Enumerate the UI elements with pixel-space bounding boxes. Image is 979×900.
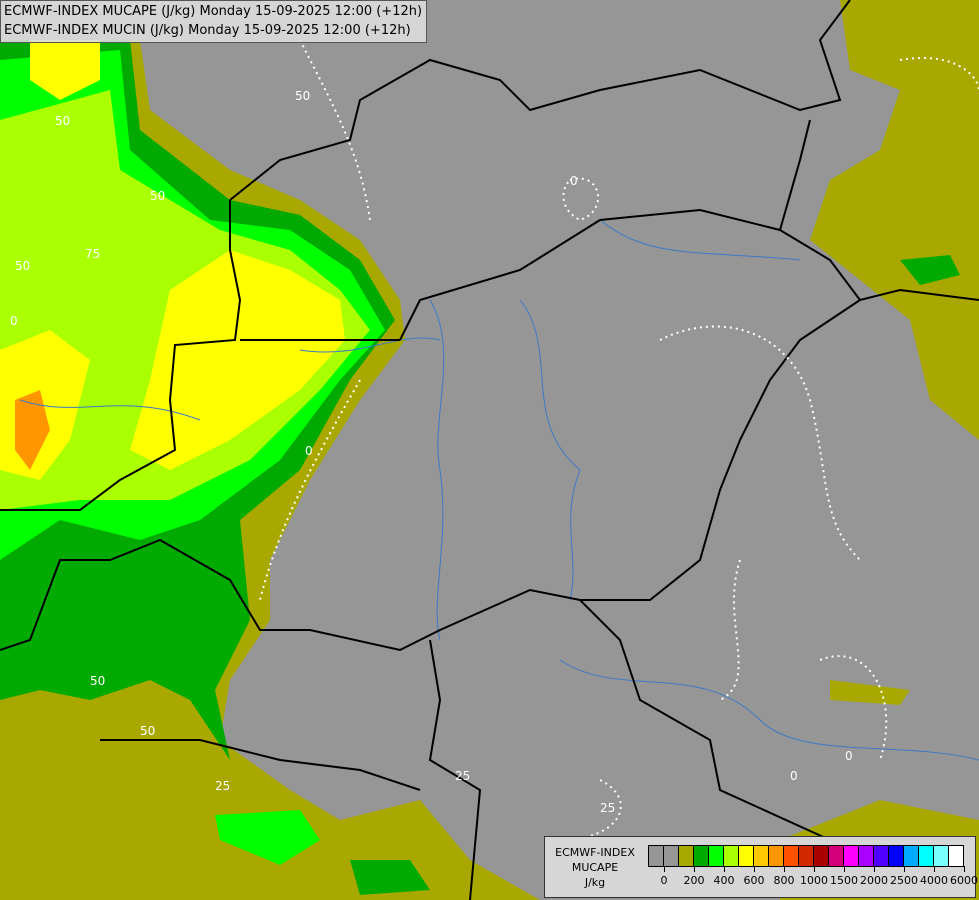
legend-tick-label: 1500 <box>830 874 858 887</box>
cape-yellow-north <box>30 40 100 100</box>
legend-swatch <box>679 846 694 866</box>
legend-tick-label: 400 <box>713 874 735 887</box>
color-legend: ECMWF-INDEX MUCAPE J/kg 0 200 400 600 800 100… <box>544 836 978 898</box>
legend-swatch <box>739 846 754 866</box>
contour-label: 50 <box>140 724 155 738</box>
legend-tick-label: 2000 <box>860 874 888 887</box>
cape-olive-ne <box>810 0 979 440</box>
legend-unit: J/kg <box>584 876 606 889</box>
legend-tick <box>724 866 725 872</box>
legend-swatch <box>904 846 919 866</box>
legend-swatch <box>814 846 829 866</box>
legend-tick-label: 800 <box>773 874 795 887</box>
legend-tick <box>694 866 695 872</box>
legend-swatch <box>829 846 844 866</box>
legend-tick <box>784 866 785 872</box>
legend-swatch <box>949 846 963 866</box>
legend-tick <box>754 866 755 872</box>
legend-line2: MUCAPE <box>571 861 619 874</box>
contour-label: 0 <box>305 444 313 458</box>
contour-label: 50 <box>150 189 165 203</box>
cin-contours <box>259 39 979 841</box>
legend-tick <box>904 866 905 872</box>
cape-olive-e <box>830 680 910 705</box>
legend-swatch <box>694 846 709 866</box>
legend-swatches <box>648 845 964 867</box>
legend-tick <box>844 866 845 872</box>
contour-label: 0 <box>10 314 18 328</box>
legend-swatch <box>754 846 769 866</box>
legend-swatch <box>934 846 949 866</box>
contour-label: 25 <box>455 769 470 783</box>
map-title-box: ECMWF-INDEX MUCAPE (J/kg) Monday 15-09-2… <box>0 0 428 43</box>
cape-green-ne <box>900 255 960 285</box>
contour-label: 50 <box>55 114 70 128</box>
title-mucin: ECMWF-INDEX MUCIN (J/kg) Monday 15-09-20… <box>4 23 411 38</box>
rivers <box>19 219 979 761</box>
legend-swatch <box>724 846 739 866</box>
legend-swatch <box>859 846 874 866</box>
contour-label: 0 <box>570 174 578 188</box>
legend-swatch <box>889 846 904 866</box>
legend-swatch <box>919 846 934 866</box>
contour-label: 75 <box>85 247 100 261</box>
contour-label: 50 <box>295 89 310 103</box>
contour-label: 50 <box>15 259 30 273</box>
title-mucape: ECMWF-INDEX MUCAPE (J/kg) Monday 15-09-2… <box>4 4 423 19</box>
legend-tick-label: 1000 <box>800 874 828 887</box>
legend-swatch <box>709 846 724 866</box>
contour-label: 25 <box>215 779 230 793</box>
legend-tick <box>964 866 965 872</box>
legend-swatch <box>649 846 664 866</box>
legend-title: ECMWF-INDEX MUCAPE J/kg <box>549 845 641 890</box>
cape-green-south <box>215 810 320 865</box>
contour-label: 25 <box>600 801 615 815</box>
legend-swatch <box>799 846 814 866</box>
contour-label: 50 <box>90 674 105 688</box>
legend-swatch <box>784 846 799 866</box>
contour-label: 0 <box>845 749 853 763</box>
legend-tick-label: 2500 <box>890 874 918 887</box>
legend-ticks <box>648 866 965 874</box>
legend-swatch <box>844 846 859 866</box>
legend-tick-label: 6000 <box>950 874 978 887</box>
legend-swatch <box>664 846 679 866</box>
legend-swatch <box>874 846 889 866</box>
legend-tick <box>934 866 935 872</box>
legend-tick-label: 200 <box>683 874 705 887</box>
legend-swatch <box>769 846 784 866</box>
cape-orange-west <box>15 390 50 470</box>
contour-label: 0 <box>790 769 798 783</box>
legend-line1: ECMWF-INDEX <box>555 846 635 859</box>
cape-green-south2 <box>350 860 430 895</box>
legend-tick-label: 0 <box>660 874 668 887</box>
legend-tick <box>814 866 815 872</box>
legend-tick-label: 4000 <box>920 874 948 887</box>
legend-tick-label: 600 <box>743 874 765 887</box>
legend-tick <box>874 866 875 872</box>
legend-tick <box>664 866 665 872</box>
